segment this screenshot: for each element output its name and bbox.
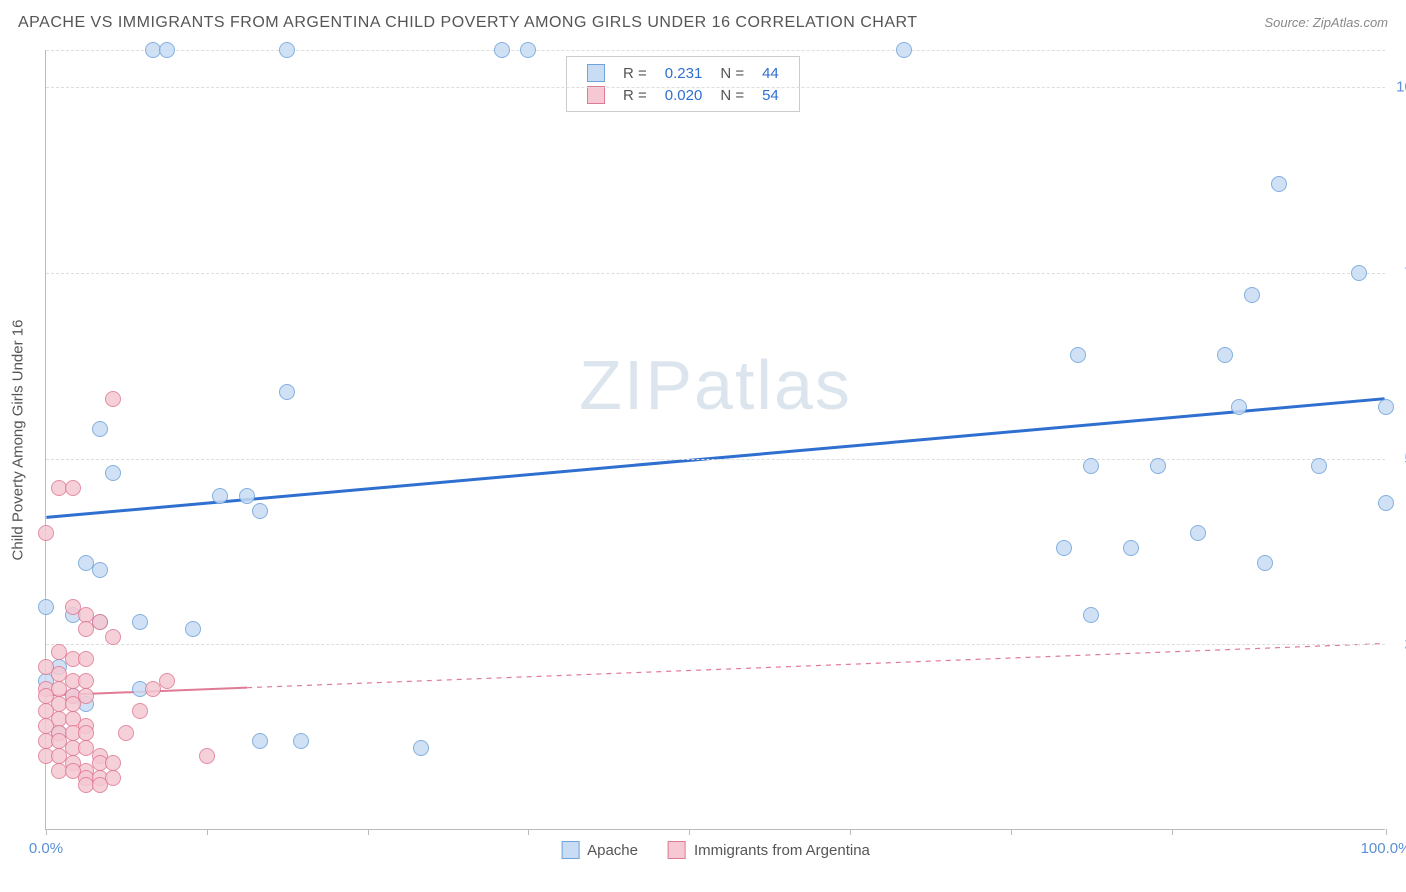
x-tick (1172, 829, 1173, 835)
y-tick-label: 100.0% (1396, 79, 1406, 96)
x-tick (528, 829, 529, 835)
trend-lines (46, 50, 1385, 829)
data-point (105, 755, 121, 771)
data-point (1217, 347, 1233, 363)
data-point (1231, 399, 1247, 415)
data-point (38, 599, 54, 615)
x-tick (1011, 829, 1012, 835)
x-tick (46, 829, 47, 835)
data-point (413, 740, 429, 756)
data-point (1244, 287, 1260, 303)
x-tick-label: 100.0% (1361, 840, 1406, 857)
gridline (46, 273, 1385, 274)
data-point (1083, 458, 1099, 474)
data-point (1083, 607, 1099, 623)
data-point (279, 42, 295, 58)
data-point (199, 748, 215, 764)
y-axis-title: Child Poverty Among Girls Under 16 (10, 319, 27, 560)
data-point (252, 733, 268, 749)
data-point (1311, 458, 1327, 474)
data-point (1056, 540, 1072, 556)
x-tick (207, 829, 208, 835)
x-tick (368, 829, 369, 835)
x-tick (689, 829, 690, 835)
gridline (46, 50, 1385, 51)
chart-title: APACHE VS IMMIGRANTS FROM ARGENTINA CHIL… (18, 14, 918, 32)
data-point (65, 480, 81, 496)
data-point (78, 725, 94, 741)
data-point (159, 42, 175, 58)
gridline (46, 644, 1385, 645)
legend-entry: Apache (561, 841, 638, 859)
x-tick (850, 829, 851, 835)
data-point (92, 777, 108, 793)
data-point (92, 562, 108, 578)
data-point (132, 614, 148, 630)
data-point (279, 384, 295, 400)
data-point (105, 391, 121, 407)
data-point (105, 465, 121, 481)
data-point (239, 488, 255, 504)
data-point (118, 725, 134, 741)
data-point (78, 651, 94, 667)
scatter-plot: Child Poverty Among Girls Under 16 ZIPat… (45, 50, 1385, 830)
data-point (293, 733, 309, 749)
data-point (1378, 495, 1394, 511)
data-point (159, 673, 175, 689)
data-point (896, 42, 912, 58)
header: APACHE VS IMMIGRANTS FROM ARGENTINA CHIL… (18, 14, 1388, 32)
data-point (1351, 265, 1367, 281)
data-point (185, 621, 201, 637)
data-point (1271, 176, 1287, 192)
legend-entry: Immigrants from Argentina (668, 841, 870, 859)
data-point (78, 673, 94, 689)
data-point (252, 503, 268, 519)
legend-table: R =0.231N =44R =0.020N =54 (577, 61, 789, 107)
data-point (1378, 399, 1394, 415)
data-point (105, 629, 121, 645)
data-point (1150, 458, 1166, 474)
gridline (46, 87, 1385, 88)
watermark: ZIPatlas (579, 345, 852, 425)
data-point (212, 488, 228, 504)
data-point (1257, 555, 1273, 571)
data-point (1190, 525, 1206, 541)
data-point (1070, 347, 1086, 363)
x-tick-label: 0.0% (29, 840, 63, 857)
data-point (494, 42, 510, 58)
data-point (92, 421, 108, 437)
data-point (38, 525, 54, 541)
gridline (46, 459, 1385, 460)
legend-series: Apache Immigrants from Argentina (561, 841, 870, 859)
data-point (520, 42, 536, 58)
source-attribution: Source: ZipAtlas.com (1264, 15, 1388, 30)
legend-correlation: R =0.231N =44R =0.020N =54 (566, 56, 800, 112)
data-point (65, 696, 81, 712)
legend-row: R =0.231N =44 (579, 63, 787, 83)
data-point (132, 703, 148, 719)
x-tick (1386, 829, 1387, 835)
data-point (1123, 540, 1139, 556)
data-point (78, 621, 94, 637)
